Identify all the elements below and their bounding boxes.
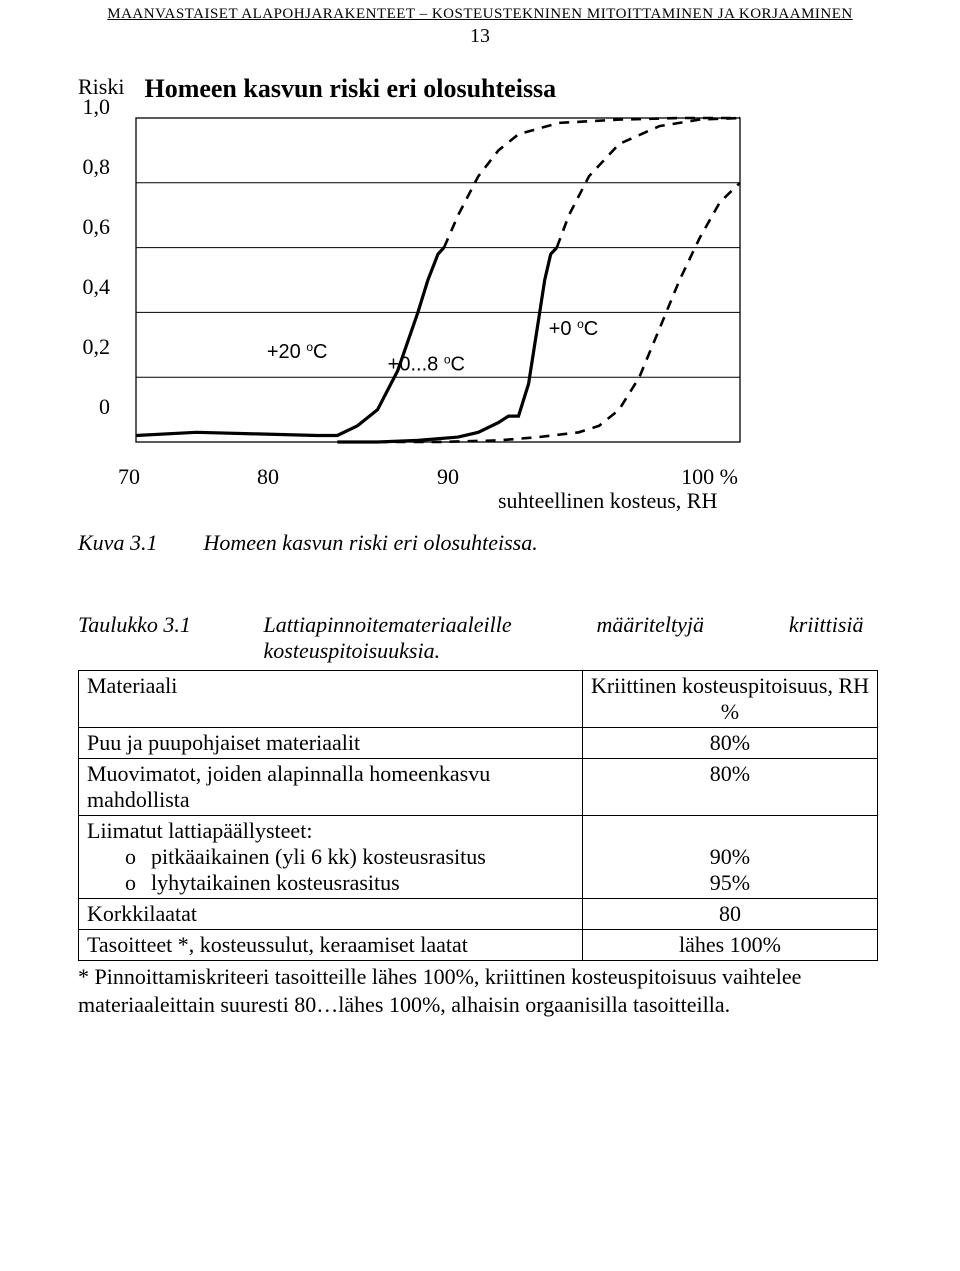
table-footnote: * Pinnoittamiskriteeri tasoitteille lähe…: [78, 963, 878, 1018]
materials-table: MateriaaliKriittinen kosteuspitoisuus, R…: [78, 670, 878, 961]
page-number: 13: [0, 25, 960, 48]
chart-region: Riski Homeen kasvun riski eri olosuhteis…: [78, 74, 778, 514]
table-caption-text: Lattiapinnoitemateriaaleille määriteltyj…: [264, 612, 864, 664]
table-caption: Taulukko 3.1 Lattiapinnoitemateriaaleill…: [78, 612, 878, 664]
running-header: MAANVASTAISET ALAPOHJARAKENTEET – KOSTEU…: [0, 0, 960, 23]
x-axis-label: suhteellinen kosteus, RH: [498, 488, 778, 514]
svg-text:+0...8 oC: +0...8 oC: [388, 353, 465, 376]
table-number: Taulukko 3.1: [78, 612, 258, 638]
svg-text:+20 oC: +20 oC: [267, 340, 328, 363]
svg-text:+0 oC: +0 oC: [549, 317, 599, 340]
figure-caption: Kuva 3.1 Homeen kasvun riski eri olosuht…: [78, 530, 960, 556]
chart-svg: +20 oC +0...8 oC +0 oC: [118, 104, 758, 456]
x-axis-ticks: 70 80 90 100 %: [118, 464, 778, 490]
figure-caption-text: Homeen kasvun riski eri olosuhteissa.: [204, 530, 538, 555]
figure-number: Kuva 3.1: [78, 530, 198, 556]
chart-title: Homeen kasvun riski eri olosuhteissa: [144, 74, 556, 104]
